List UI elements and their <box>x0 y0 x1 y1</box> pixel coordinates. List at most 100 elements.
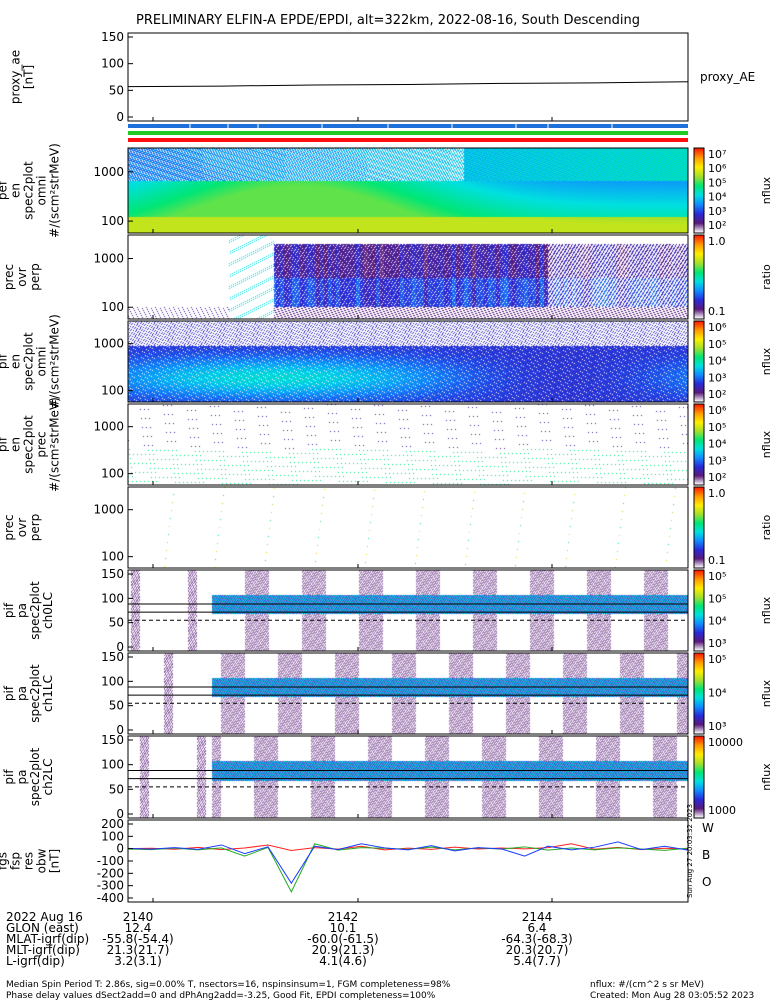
ylabel-line: ela <box>0 768 3 786</box>
ylabel-line: en <box>9 354 23 369</box>
ylabel-line: perp <box>28 514 42 542</box>
ytick-label-pa-ch2: 100 <box>101 758 124 772</box>
ylabel-line: ovr <box>15 267 29 286</box>
fgs-legend-W: W <box>702 821 714 835</box>
ephemeris-value: 20.9(21.3) <box>312 943 375 957</box>
footer-left-1: Median Spin Period T: 2.86s, sig=0.00% T… <box>6 980 451 990</box>
ytick-label-pif-ratio: 100 <box>101 550 124 564</box>
ylabel-pif-ratio: prec ovr perp <box>2 514 42 542</box>
colorbar-tick: 10⁶ <box>708 162 727 175</box>
ylabel-pef-omni: elapefenspec2plotomni#/(scm²strMeV) <box>0 143 62 238</box>
ytick-label-fgs: 200 <box>101 817 124 831</box>
colorbar-tick: 10³ <box>708 637 726 650</box>
colorbar-tick: 1.0 <box>708 235 726 248</box>
ephemeris-value: 6.4 <box>527 921 546 935</box>
ephemeris-value: -55.8(-54.4) <box>102 932 173 946</box>
ephemeris-label: L-igrf(dip) <box>6 954 65 968</box>
colorbar-label: nflux <box>760 763 773 791</box>
ylabel-pa-ch0: ela pif pa spec2plot ch0LC <box>0 581 55 640</box>
colorbar-label: nflux <box>760 176 773 204</box>
ylabel-line: pa <box>15 770 29 785</box>
ytick-label-pef-ratio: 1000 <box>93 252 124 266</box>
status-bar-green <box>128 131 688 135</box>
panel-frame-proxy_ae <box>127 32 689 122</box>
colorbar-label: ratio <box>760 515 773 541</box>
colorbar-frame <box>693 569 705 652</box>
ytick-label-pef-ratio: 100 <box>101 300 124 314</box>
colorbar-pif-prec <box>694 404 704 485</box>
ephemeris-value: 2142 <box>328 910 359 924</box>
ylabel-pa-ch2: ela pif pa spec2plot ch2LC <box>0 747 55 806</box>
fgs-series-B <box>127 843 689 893</box>
ylabel-line: pa <box>15 686 29 701</box>
proxy-ae-label: proxy_AE <box>700 70 755 84</box>
ytick-label-fgs: -200 <box>97 866 124 880</box>
ytick-label-pa-ch2: 0 <box>116 807 124 821</box>
ylabel-fgs: elafgsfspresobw[nT] <box>0 848 62 873</box>
colorbar-tick: 10⁶ <box>708 404 727 417</box>
ytick-label-fgs: -100 <box>97 854 124 868</box>
colorbar-tick: 10² <box>708 388 726 401</box>
ytick-label-pa-ch1: 150 <box>101 650 124 664</box>
footer-right-1: nflux: #/(cm^2 s sr MeV) <box>590 980 704 990</box>
ylabel-line: ela <box>0 684 3 702</box>
status-bars <box>128 124 688 142</box>
ytick-label-pa-ch2: 150 <box>101 733 124 747</box>
spectrogram-pef-omni <box>128 148 688 233</box>
ylabel-line: perp <box>28 263 42 291</box>
colorbar-pa-ch1 <box>694 653 704 734</box>
colorbar-tick: 1.0 <box>708 487 726 500</box>
ytick-label-pa-ch1: 100 <box>101 674 124 688</box>
colorbar-tick: 10⁵ <box>708 176 726 189</box>
ephemeris-label: MLAT-igrf(dip) <box>6 932 89 946</box>
ytick-label-proxy_ae: 100 <box>101 57 124 71</box>
colorbar-pef-ratio <box>694 235 704 319</box>
ylabel-line: ch2LC <box>41 759 55 796</box>
colorbar-frame <box>693 403 705 486</box>
ylabel-line: spec2plot <box>28 747 42 806</box>
colorbar-label: nflux <box>760 679 773 707</box>
ylabel-line: pif <box>2 602 16 618</box>
ylabel-line: en <box>9 437 23 452</box>
status-bar-red <box>128 138 688 142</box>
ytick-label-pef-omni: 1000 <box>93 165 124 179</box>
panel-frame-fgs <box>127 819 689 903</box>
footer-left-2: Phase delay values dSect2add=0 and dPhAn… <box>6 991 436 1000</box>
panel-frame-pif-omni <box>127 320 689 403</box>
ylabel-line: spec2plot <box>28 664 42 723</box>
ytick-label-pa-ch0: 150 <box>101 567 124 581</box>
proxy-ae-line <box>127 81 689 88</box>
ylabel-line: ch1LC <box>41 675 55 712</box>
ytick-label-proxy_ae: 150 <box>101 30 124 44</box>
ylabel-proxy_ae: proxy_ae [nT] <box>9 50 36 104</box>
ephemeris-label: GLON (east) <box>6 921 79 935</box>
ytick-label-fgs: -400 <box>97 891 124 905</box>
ephemeris-value: 2140 <box>123 910 154 924</box>
spectrogram-pa-2 <box>128 736 688 818</box>
colorbar-tick: 10000 <box>708 736 743 749</box>
ylabel-pef-ratio: prec ovr perp <box>2 263 42 291</box>
ytick-label-pif-prec: 1000 <box>93 420 124 434</box>
ytick-label-pa-ch2: 50 <box>109 782 124 796</box>
ylabel-line: prec <box>35 431 49 457</box>
line-plots <box>127 81 689 893</box>
side-timestamp: Sun Aug 27 20:03:32 2023 <box>686 804 694 898</box>
fgs-series-W <box>127 843 689 852</box>
colorbar-tick: 10⁷ <box>708 148 726 161</box>
ylabel-line: en <box>9 183 23 198</box>
ylabel-line: omni <box>35 347 49 377</box>
colorbar-tick: 10³ <box>708 454 726 467</box>
colorbar-tick: 0.1 <box>708 305 726 318</box>
spectrogram-pif-omni <box>128 321 688 402</box>
ylabel-line: fgs <box>0 852 10 870</box>
ytick-label-proxy_ae: 50 <box>109 83 124 97</box>
figure-title: PRELIMINARY ELFIN-A EPDE/EPDI, alt=322km… <box>136 13 640 28</box>
panel-frame-pif-ratio <box>127 486 689 569</box>
colorbar-label: ratio <box>760 264 773 290</box>
ytick-label-pa-ch1: 0 <box>116 723 124 737</box>
ytick-label-proxy_ae: 0 <box>116 110 124 124</box>
ylabel-line: prec <box>2 264 16 290</box>
spectrogram-pef-ratio <box>128 235 688 319</box>
colorbar-frame <box>693 234 705 320</box>
